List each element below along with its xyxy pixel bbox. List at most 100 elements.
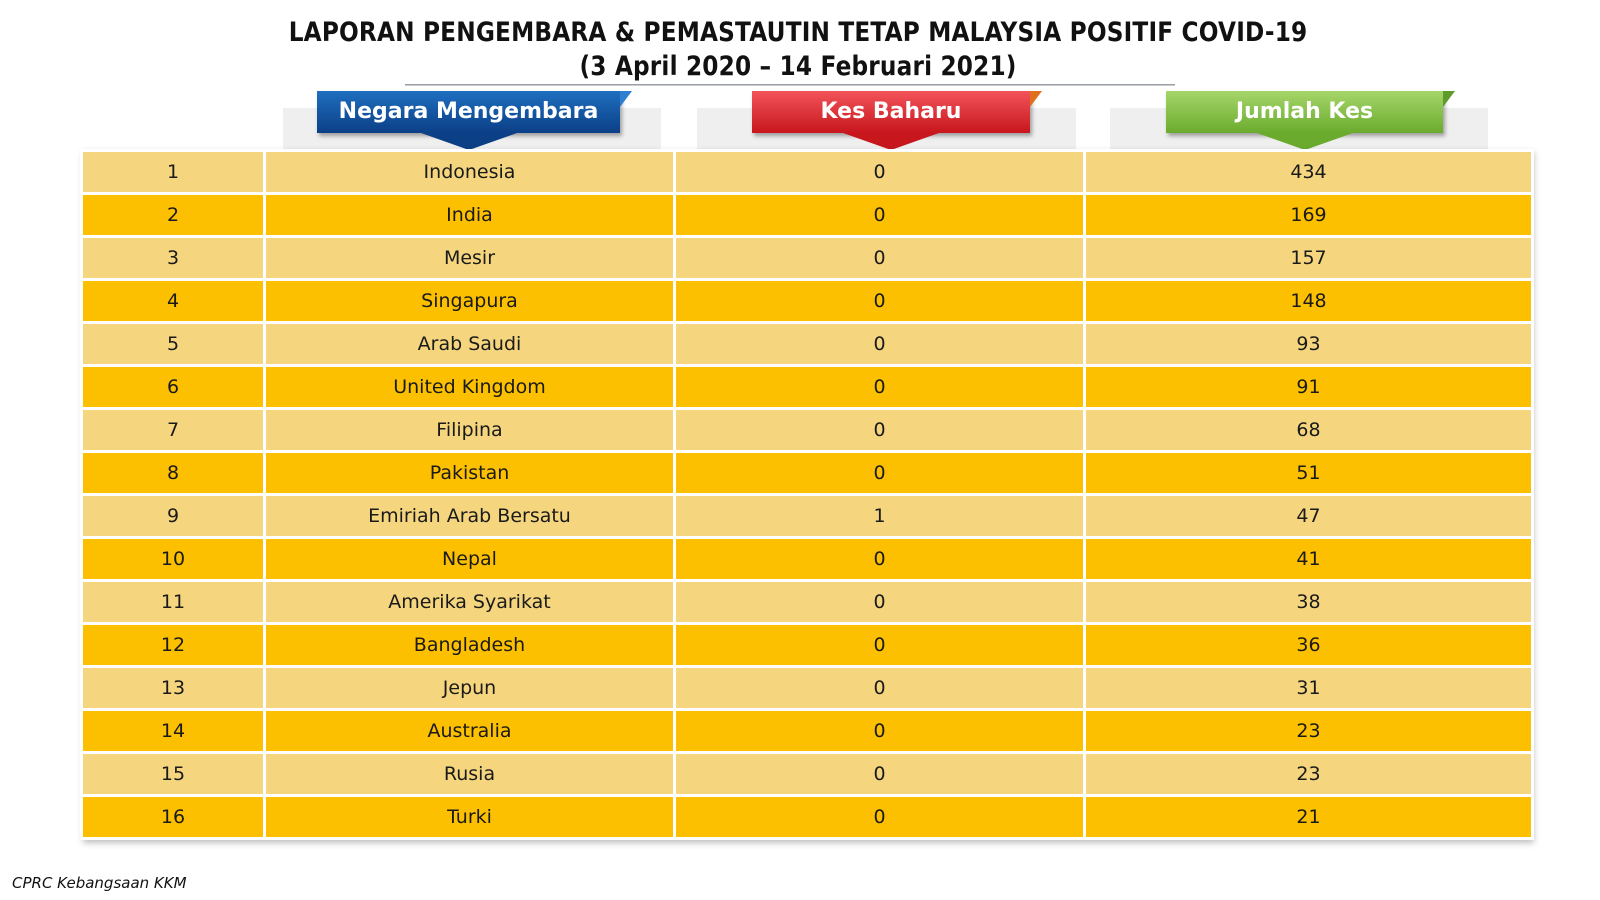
row-number: 7 <box>80 407 266 453</box>
total-cases-value: 93 <box>1083 321 1534 367</box>
country-name: Filipina <box>263 407 676 453</box>
total-cases-value: 23 <box>1083 708 1534 754</box>
total-cases-value: 169 <box>1083 192 1534 238</box>
new-cases-value: 0 <box>673 407 1086 453</box>
table-row: 8 Pakistan 0 51 <box>80 450 1534 496</box>
header-country-pointer <box>420 133 517 150</box>
country-name: Australia <box>263 708 676 754</box>
table-row: 13 Jepun 0 31 <box>80 665 1534 711</box>
new-cases-value: 0 <box>673 579 1086 625</box>
country-name: Rusia <box>263 751 676 797</box>
row-number: 10 <box>80 536 266 582</box>
country-name: United Kingdom <box>263 364 676 410</box>
row-number: 11 <box>80 579 266 625</box>
table-row: 2 India 0 169 <box>80 192 1534 238</box>
country-name: India <box>263 192 676 238</box>
total-cases-value: 47 <box>1083 493 1534 539</box>
new-cases-value: 0 <box>673 794 1086 840</box>
table-row: 15 Rusia 0 23 <box>80 751 1534 797</box>
header-total-cases-label: Jumlah Kes <box>1235 99 1374 124</box>
title-line-2: (3 April 2020 – 14 Februari 2021) <box>579 51 1017 82</box>
country-name: Jepun <box>263 665 676 711</box>
title-line-1: LAPORAN PENGEMBARA & PEMASTAUTIN TETAP M… <box>288 17 1308 48</box>
new-cases-value: 0 <box>673 192 1086 238</box>
country-name: Nepal <box>263 536 676 582</box>
row-number: 15 <box>80 751 266 797</box>
total-cases-value: 157 <box>1083 235 1534 281</box>
new-cases-value: 0 <box>673 235 1086 281</box>
new-cases-value: 0 <box>673 708 1086 754</box>
new-cases-value: 0 <box>673 321 1086 367</box>
new-cases-value: 0 <box>673 536 1086 582</box>
cases-table-container: 1 Indonesia 0 434 2 India 0 169 3 Mesir 0 157 4 Singa… <box>80 149 1534 840</box>
country-name: Singapura <box>263 278 676 324</box>
new-cases-value: 0 <box>673 149 1086 195</box>
total-cases-value: 148 <box>1083 278 1534 324</box>
new-cases-value: 1 <box>673 493 1086 539</box>
row-number: 14 <box>80 708 266 754</box>
new-cases-value: 0 <box>673 450 1086 496</box>
total-cases-value: 91 <box>1083 364 1534 410</box>
total-cases-value: 31 <box>1083 665 1534 711</box>
header-country-label: Negara Mengembara <box>338 99 599 124</box>
row-number: 8 <box>80 450 266 496</box>
table-row: 16 Turki 0 21 <box>80 794 1534 840</box>
total-cases-value: 68 <box>1083 407 1534 453</box>
new-cases-value: 0 <box>673 278 1086 324</box>
row-number: 9 <box>80 493 266 539</box>
country-name: Bangladesh <box>263 622 676 668</box>
header-new-cases-banner: Kes Baharu <box>752 91 1042 150</box>
country-name: Amerika Syarikat <box>263 579 676 625</box>
row-number: 2 <box>80 192 266 238</box>
header-total-cases-fold <box>1443 91 1455 107</box>
table-row: 6 United Kingdom 0 91 <box>80 364 1534 410</box>
header-new-cases-pointer <box>843 133 939 150</box>
country-name: Pakistan <box>263 450 676 496</box>
report-title: LAPORAN PENGEMBARA & PEMASTAUTIN TETAP M… <box>110 16 1486 84</box>
header-total-cases-banner: Jumlah Kes <box>1166 91 1455 150</box>
source-credit: CPRC Kebangsaan KKM <box>12 874 187 892</box>
title-divider <box>405 84 1175 86</box>
new-cases-value: 0 <box>673 665 1086 711</box>
total-cases-value: 434 <box>1083 149 1534 195</box>
country-name: Turki <box>263 794 676 840</box>
table-row: 14 Australia 0 23 <box>80 708 1534 754</box>
table-row: 3 Mesir 0 157 <box>80 235 1534 281</box>
new-cases-value: 0 <box>673 364 1086 410</box>
row-number: 3 <box>80 235 266 281</box>
row-number: 13 <box>80 665 266 711</box>
header-new-cases-label: Kes Baharu <box>820 99 962 124</box>
total-cases-value: 23 <box>1083 751 1534 797</box>
header-country-fold <box>620 91 632 107</box>
header-total-cases-pointer <box>1256 133 1353 150</box>
row-number: 12 <box>80 622 266 668</box>
new-cases-value: 0 <box>673 622 1086 668</box>
table-row: 7 Filipina 0 68 <box>80 407 1534 453</box>
table-row: 11 Amerika Syarikat 0 38 <box>80 579 1534 625</box>
total-cases-value: 41 <box>1083 536 1534 582</box>
table-row: 12 Bangladesh 0 36 <box>80 622 1534 668</box>
row-number: 6 <box>80 364 266 410</box>
country-name: Emiriah Arab Bersatu <box>263 493 676 539</box>
table-row: 5 Arab Saudi 0 93 <box>80 321 1534 367</box>
row-number: 16 <box>80 794 266 840</box>
table-row: 10 Nepal 0 41 <box>80 536 1534 582</box>
country-name: Indonesia <box>263 149 676 195</box>
table-row: 4 Singapura 0 148 <box>80 278 1534 324</box>
country-name: Arab Saudi <box>263 321 676 367</box>
row-number: 4 <box>80 278 266 324</box>
table-row: 9 Emiriah Arab Bersatu 1 47 <box>80 493 1534 539</box>
country-name: Mesir <box>263 235 676 281</box>
total-cases-value: 38 <box>1083 579 1534 625</box>
cases-table-body: 1 Indonesia 0 434 2 India 0 169 3 Mesir 0 157 4 Singa… <box>80 149 1534 840</box>
new-cases-value: 0 <box>673 751 1086 797</box>
header-new-cases-fold <box>1030 91 1042 107</box>
cases-table: 1 Indonesia 0 434 2 India 0 169 3 Mesir 0 157 4 Singa… <box>80 149 1534 840</box>
total-cases-value: 51 <box>1083 450 1534 496</box>
table-row: 1 Indonesia 0 434 <box>80 149 1534 195</box>
row-number: 1 <box>80 149 266 195</box>
row-number: 5 <box>80 321 266 367</box>
header-country-banner: Negara Mengembara <box>317 91 632 150</box>
total-cases-value: 36 <box>1083 622 1534 668</box>
